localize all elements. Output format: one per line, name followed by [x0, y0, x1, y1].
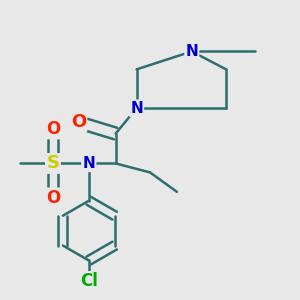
- Text: O: O: [71, 112, 86, 130]
- Text: O: O: [46, 120, 60, 138]
- Text: N: N: [82, 156, 95, 171]
- Text: N: N: [185, 44, 198, 59]
- Text: O: O: [46, 189, 60, 207]
- Text: N: N: [130, 101, 143, 116]
- Text: Cl: Cl: [80, 272, 98, 290]
- Text: S: S: [46, 154, 59, 172]
